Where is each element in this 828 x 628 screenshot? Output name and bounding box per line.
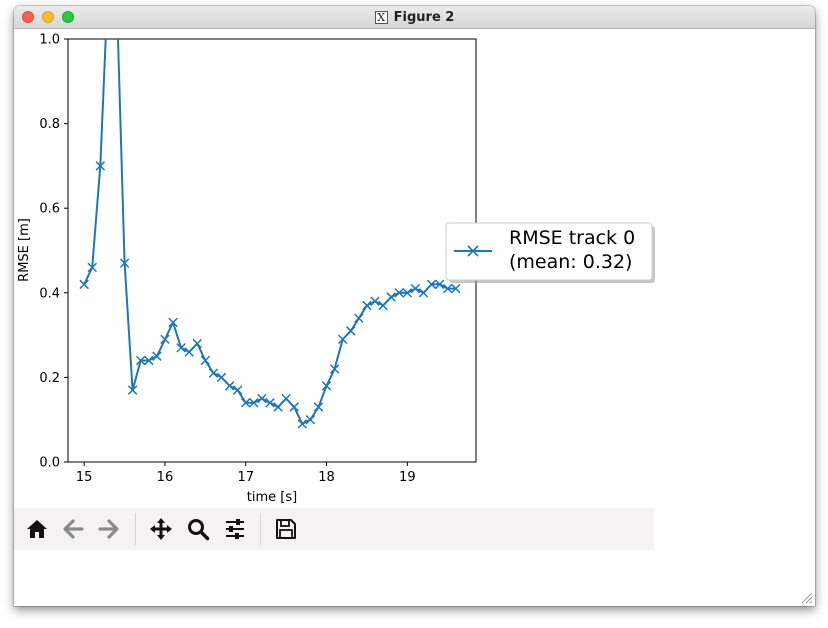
toolbar-separator (135, 513, 136, 545)
data-point-marker (192, 338, 202, 349)
data-point-marker (216, 372, 227, 383)
data-point-marker (386, 292, 396, 302)
y-tick-label: 0.4 (39, 286, 60, 301)
data-point-marker (241, 398, 251, 408)
y-tick-label: 1.0 (39, 33, 60, 48)
data-point-marker (257, 393, 267, 404)
window-title: Figure 2 (393, 9, 455, 25)
legend-marker-swatch (467, 245, 479, 257)
data-point-marker (144, 355, 154, 366)
chart-canvas: 15 16 17 18 19 0.0 0.2 0.4 0.6 0.8 1.0 time [s] RM… (17, 33, 655, 505)
data-point-marker (79, 279, 89, 290)
pan-button[interactable] (146, 514, 176, 544)
home-icon (27, 520, 47, 538)
data-point-marker (224, 381, 235, 391)
data-point-marker (418, 288, 429, 298)
data-point-marker (346, 326, 356, 336)
data-point-marker (160, 334, 170, 345)
x-tick-label: 17 (237, 470, 254, 485)
close-window-button[interactable] (22, 11, 34, 23)
y-tick-label: 0.2 (39, 371, 60, 386)
minimize-window-button[interactable] (42, 11, 54, 23)
data-point-marker (176, 343, 186, 353)
data-point-marker (329, 364, 340, 374)
data-point-marker (434, 279, 445, 290)
y-tick-label: 0.0 (39, 456, 60, 471)
navigation-toolbar (14, 508, 654, 550)
plot-area (67, 38, 477, 463)
save-button[interactable] (271, 514, 301, 544)
y-tick-label: 0.6 (39, 202, 60, 217)
toolbar-separator (260, 513, 261, 545)
data-point-marker (152, 351, 162, 361)
data-point-marker (378, 300, 388, 311)
home-button[interactable] (22, 514, 52, 544)
data-point-marker (127, 385, 138, 395)
data-point-marker (451, 283, 461, 294)
legend-label-line1: RMSE track 0 (509, 227, 635, 249)
data-point-marker (442, 283, 453, 294)
configure-subplots-icon (226, 519, 244, 539)
data-point-marker (265, 398, 275, 408)
data-point-marker (208, 368, 219, 378)
figure-window: X Figure 2 15 16 17 18 19 0.0 0.2 0.4 0.6 0.8 1.0 … (14, 6, 815, 606)
data-point-marker (402, 288, 413, 298)
x-tick-label: 15 (76, 470, 93, 485)
legend-label-line2: (mean: 0.32) (509, 251, 632, 273)
save-floppy-icon (276, 519, 296, 539)
back-arrow-icon (63, 519, 84, 539)
data-point-marker (273, 402, 283, 412)
data-point-marker (119, 258, 130, 268)
forward-button[interactable] (94, 514, 124, 544)
x-tick-label: 19 (399, 470, 416, 485)
resize-grip[interactable] (799, 590, 813, 604)
title-bar[interactable]: X Figure 2 (14, 6, 815, 29)
data-point-marker (249, 398, 259, 408)
x-axis-label: time [s] (247, 490, 297, 505)
x-tick-label: 16 (157, 470, 174, 485)
series-rmse-track-0 (79, 39, 461, 429)
data-point-marker (184, 347, 194, 357)
data-point-marker (135, 355, 146, 366)
data-point-marker (370, 296, 380, 306)
y-axis-label: RMSE [m] (17, 218, 32, 282)
back-button[interactable] (58, 514, 88, 544)
data-point-marker (410, 283, 421, 294)
data-point-marker (200, 355, 211, 366)
data-point-marker (87, 262, 97, 273)
data-point-marker (168, 317, 178, 328)
zoom-button[interactable] (183, 514, 213, 544)
series-line (83, 39, 456, 425)
zoom-magnifier-icon (188, 519, 210, 541)
x11-app-icon: X (374, 10, 388, 24)
data-point-marker (394, 288, 404, 298)
data-point-marker (95, 161, 106, 171)
data-point-marker (426, 279, 437, 290)
data-point-marker (337, 334, 348, 345)
data-point-marker (305, 414, 316, 425)
data-point-marker (321, 381, 332, 391)
data-point-marker (354, 313, 364, 323)
y-tick-label: 0.8 (39, 117, 60, 132)
maximize-window-button[interactable] (62, 11, 74, 23)
data-point-marker (232, 385, 243, 395)
legend: RMSE track 0 (mean: 0.32) (445, 222, 655, 283)
forward-arrow-icon (98, 519, 119, 539)
data-point-marker (281, 393, 291, 404)
pan-move-icon (150, 518, 172, 540)
data-point-marker (297, 419, 308, 429)
x-tick-label: 18 (318, 470, 335, 485)
data-point-marker (313, 402, 324, 412)
configure-subplots-button[interactable] (220, 514, 250, 544)
data-point-marker (289, 402, 299, 412)
data-point-marker (362, 300, 372, 311)
